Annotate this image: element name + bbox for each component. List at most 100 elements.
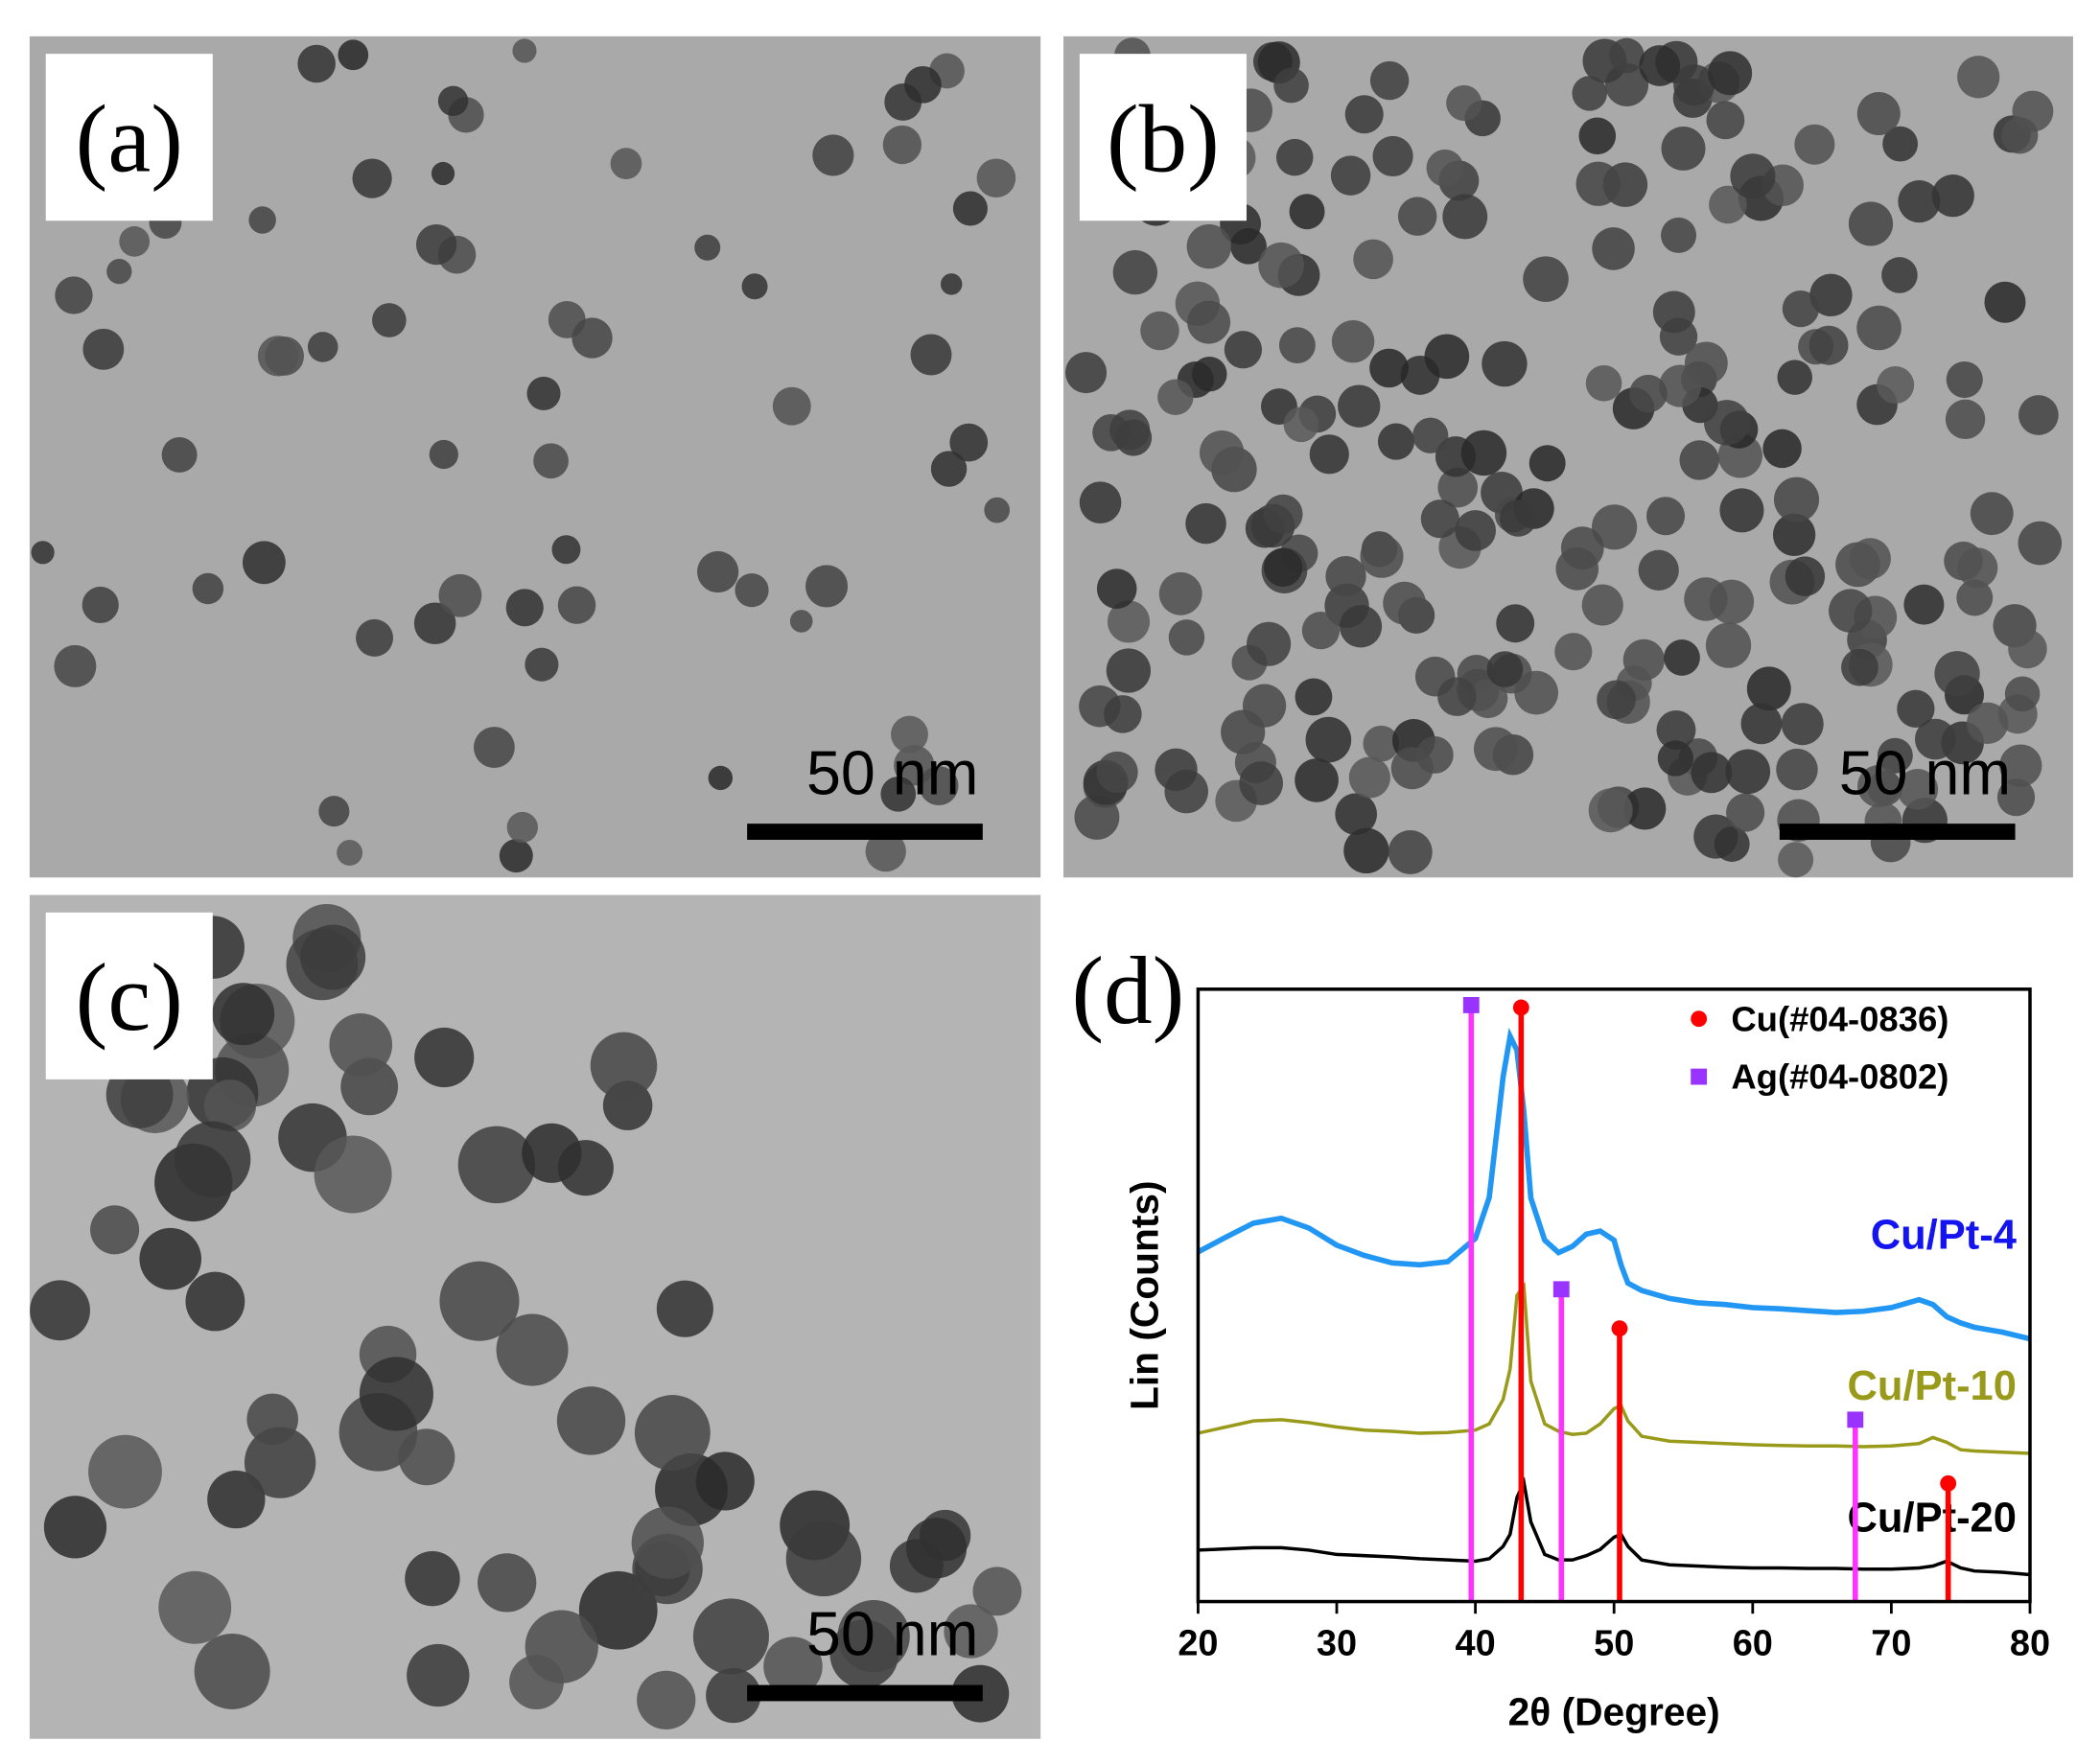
particle: [1684, 341, 1728, 385]
particle: [1856, 305, 1902, 351]
particle: [1330, 155, 1371, 196]
x-tick-label: 30: [1317, 1624, 1357, 1664]
particle: [31, 541, 55, 565]
particle: [1247, 621, 1292, 666]
particle: [1157, 379, 1194, 415]
label-box: [45, 54, 213, 221]
particle: [437, 85, 469, 117]
particle: [1719, 488, 1764, 533]
particle: [708, 765, 734, 791]
particle: [1107, 600, 1151, 643]
particle: [556, 1386, 626, 1455]
scale-bar: [747, 1684, 983, 1702]
particle: [1704, 400, 1750, 446]
particle: [578, 1570, 658, 1650]
particle: [891, 715, 928, 754]
particle: [506, 811, 538, 844]
particle: [1305, 716, 1352, 763]
particle: [1957, 56, 2000, 99]
particle: [940, 273, 963, 295]
particle: [30, 1280, 90, 1341]
particle: [1343, 827, 1389, 874]
particle: [904, 65, 942, 104]
particle: [930, 451, 968, 487]
particle: [1945, 399, 1986, 440]
particle: [1446, 84, 1482, 122]
reference-marker: [1462, 996, 1480, 1013]
particle: [1656, 709, 1696, 750]
particle: [882, 125, 922, 165]
particle: [557, 586, 596, 624]
particle: [590, 1032, 658, 1100]
particle: [257, 336, 299, 377]
legend-marker: [1691, 1068, 1708, 1085]
particle: [139, 1227, 201, 1290]
particle: [692, 1598, 769, 1675]
particle: [1301, 612, 1341, 650]
particle: [1730, 153, 1776, 199]
xrd-curve: [1197, 1027, 2031, 1342]
particle: [1523, 256, 1569, 302]
particle: [398, 1428, 455, 1486]
legend-label: Cu(#04-0836): [1731, 999, 1948, 1038]
particle: [1360, 534, 1404, 578]
particle: [1645, 497, 1686, 536]
scale-bar: [747, 824, 983, 840]
particle: [1096, 751, 1138, 794]
particle: [1263, 494, 1303, 534]
particle: [1578, 117, 1617, 155]
legend-marker: [1691, 1010, 1708, 1028]
particle: [1199, 429, 1245, 476]
x-tick-label: 50: [1594, 1624, 1634, 1664]
particle: [1781, 703, 1824, 746]
particle: [1970, 492, 2014, 536]
particle: [525, 647, 559, 682]
y-axis-title: Lin (Counts): [1122, 1180, 1166, 1410]
particle: [572, 317, 613, 359]
particle: [438, 573, 482, 617]
particle: [509, 1655, 564, 1709]
particle: [1335, 793, 1378, 836]
particle: [1966, 702, 2009, 745]
particle: [1588, 788, 1633, 833]
particle: [1609, 37, 1645, 74]
particle: [1809, 273, 1853, 317]
particle: [533, 443, 569, 479]
particle: [1496, 604, 1535, 643]
particle: [1999, 744, 2042, 787]
particle: [300, 924, 366, 990]
particle: [207, 1470, 266, 1529]
particle: [1273, 67, 1309, 104]
legend-label: Ag(#04-0802): [1731, 1057, 1948, 1097]
particle: [185, 1271, 245, 1332]
particle: [54, 644, 97, 687]
particle: [1581, 584, 1623, 626]
particle: [1934, 651, 1980, 697]
particle: [203, 1079, 257, 1132]
particle: [1776, 748, 1818, 791]
tem-image: (a) 50 nm: [29, 35, 1041, 878]
particle: [55, 276, 93, 314]
particle: [329, 1013, 393, 1077]
particle: [414, 1027, 475, 1088]
particle: [1877, 737, 1913, 774]
particle: [1383, 581, 1426, 625]
particle: [1230, 227, 1267, 265]
particle: [1585, 364, 1622, 402]
particle: [1442, 194, 1488, 240]
xrd-curve: [1198, 1281, 2031, 1455]
x-tick-label: 70: [1871, 1624, 1911, 1664]
tem-image: (b) 50 nm: [1063, 35, 2073, 878]
particle: [505, 589, 544, 627]
particle: [1486, 651, 1524, 687]
particle: [1714, 825, 1750, 862]
particle: [106, 259, 132, 285]
particle: [1344, 95, 1384, 134]
particle: [1956, 579, 1994, 616]
particle: [192, 572, 224, 605]
particle: [1785, 556, 1826, 596]
x-tick-label: 80: [2010, 1624, 2050, 1664]
particle: [2018, 395, 2059, 435]
particle: [314, 1135, 392, 1214]
